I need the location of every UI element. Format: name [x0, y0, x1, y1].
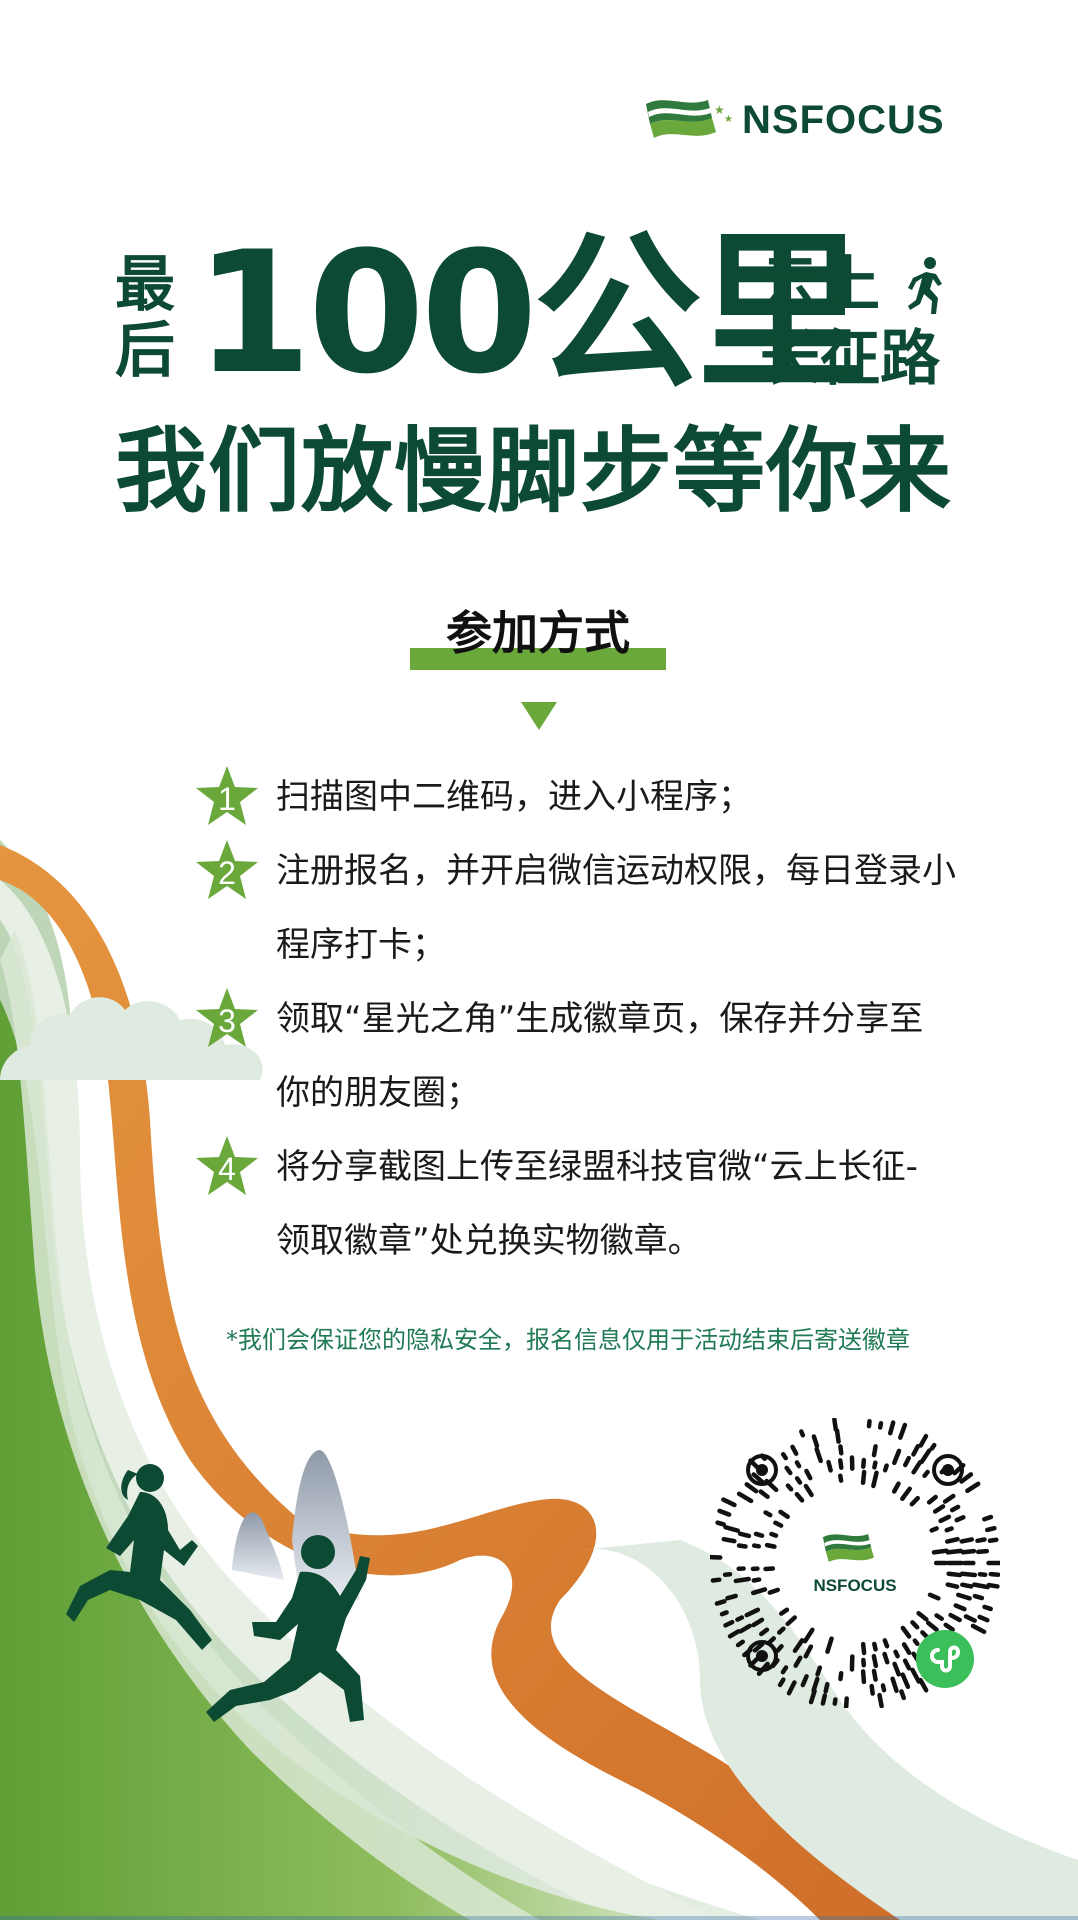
headline-number: 100公里: [195, 215, 866, 411]
step-3-text: 领取“星光之角”生成徽章页，保存并分享至 你的朋友圈；: [276, 982, 966, 1130]
step-4-star-icon: 4: [194, 1134, 260, 1200]
svg-text:★: ★: [714, 103, 725, 117]
qr-center-logo: NSFOCUS: [780, 1488, 930, 1638]
privacy-note: *我们会保证您的隐私安全，报名信息仅用于活动结束后寄送徽章: [226, 1326, 910, 1354]
section-title: 参加方式: [446, 606, 630, 660]
runner-icon: [908, 257, 942, 314]
step-1-number: 1: [218, 781, 236, 817]
step-2-line-1: 注册报名，并开启微信运动权限，每日登录小: [276, 851, 956, 891]
step-3-star-icon: 3: [194, 986, 260, 1052]
brand-name: NSFOCUS: [742, 98, 945, 142]
step-1-star-icon: 1: [194, 764, 260, 830]
svg-text:★: ★: [724, 114, 733, 125]
step-3-line-1: 领取“星光之角”生成徽章页，保存并分享至: [276, 999, 924, 1039]
step-2-number: 2: [218, 855, 236, 891]
step-2-star-icon: 2: [194, 838, 260, 904]
step-3-number: 3: [218, 1003, 236, 1039]
step-4-number: 4: [218, 1151, 236, 1187]
headline-line1: 云上: [760, 250, 880, 320]
headline-line2: 长征路: [760, 324, 940, 394]
step-4-text: 将分享截图上传至绿盟科技官微“云上长征- 领取徽章”处兑换实物徽章。: [276, 1130, 966, 1278]
step-2-line-2: 程序打卡；: [276, 925, 446, 965]
mini-program-code-pattern: [707, 1417, 1004, 1710]
flag-icon: ★ ★: [646, 100, 733, 138]
mini-program-icon: [916, 1630, 974, 1688]
headline-prefix: 最后: [115, 250, 175, 386]
mini-program-code[interactable]: NSFOCUS: [707, 1417, 1004, 1710]
down-triangle-icon: [521, 702, 557, 730]
step-1-line-1: 扫描图中二维码，进入小程序；: [276, 777, 752, 817]
headline-subline: 我们放慢脚步等你来: [115, 418, 953, 525]
step-4-line-2: 领取徽章”处兑换实物徽章。: [276, 1221, 702, 1261]
flag-icon: [822, 1534, 874, 1562]
nsfocus-logo: ★ ★ NSFOCUS: [642, 92, 982, 148]
qr-brand-name: NSFOCUS: [813, 1576, 897, 1595]
step-2-text: 注册报名，并开启微信运动权限，每日登录小 程序打卡；: [276, 834, 966, 982]
step-3-line-2: 你的朋友圈；: [276, 1073, 480, 1113]
section-title-underline: [410, 648, 666, 670]
step-1-text: 扫描图中二维码，进入小程序；: [276, 760, 966, 834]
step-4-line-1: 将分享截图上传至绿盟科技官微“云上长征-: [276, 1147, 918, 1187]
